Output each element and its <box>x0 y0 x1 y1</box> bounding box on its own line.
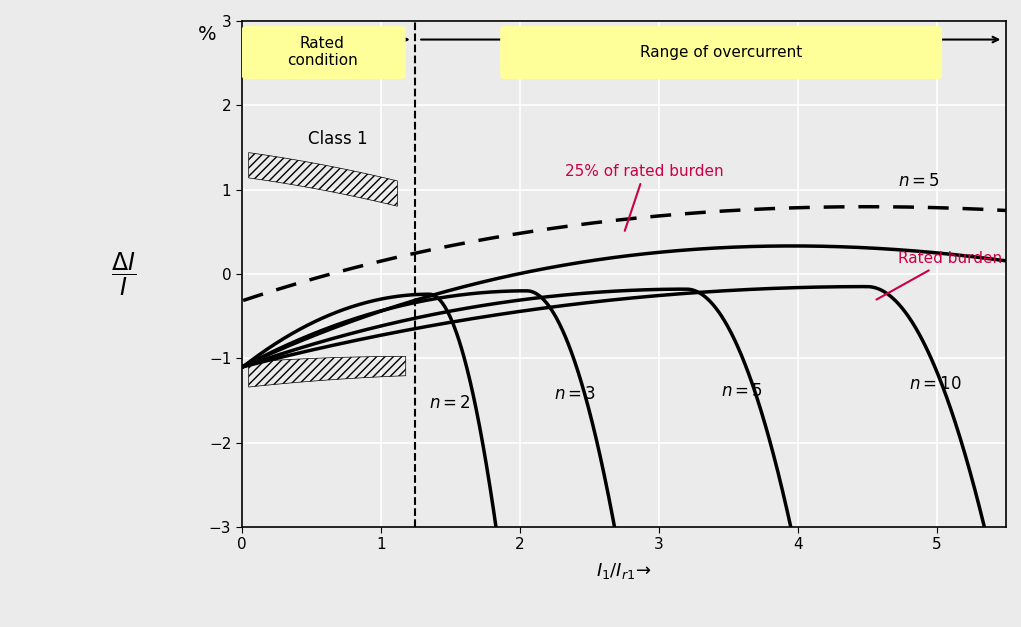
Text: $n=3$: $n=3$ <box>554 385 596 403</box>
FancyBboxPatch shape <box>242 26 405 79</box>
Text: $n=10$: $n=10$ <box>909 375 962 393</box>
Text: $\dfrac{\Delta I}{I}$: $\dfrac{\Delta I}{I}$ <box>111 250 136 298</box>
Text: Range of overcurrent: Range of overcurrent <box>640 45 803 60</box>
Text: Class 1: Class 1 <box>308 130 368 148</box>
Text: Rated burden: Rated burden <box>876 251 1002 300</box>
X-axis label: $I_1/ I_{r1}\!\rightarrow$: $I_1/ I_{r1}\!\rightarrow$ <box>596 561 651 581</box>
Text: $n=5$: $n=5$ <box>721 382 763 400</box>
Text: $n=5$: $n=5$ <box>897 172 939 190</box>
Text: $n=2$: $n=2$ <box>429 394 471 412</box>
Text: Rated
condition: Rated condition <box>287 36 357 68</box>
Text: 25% of rated burden: 25% of rated burden <box>566 164 724 231</box>
Text: %: % <box>198 25 216 45</box>
FancyBboxPatch shape <box>500 26 942 79</box>
